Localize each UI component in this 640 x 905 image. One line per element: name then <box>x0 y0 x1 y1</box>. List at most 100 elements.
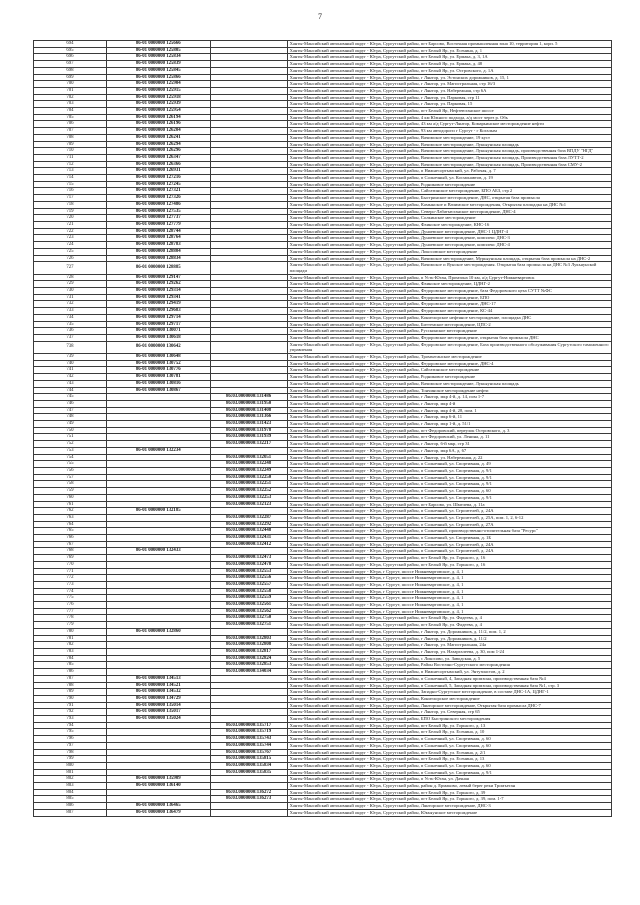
table-row: 766 86:03.0000000:132431 Ханты-Мансийский … <box>33 534 613 542</box>
code-secondary-cell <box>209 234 288 243</box>
address-cell: Ханты-Мансийский автономный округ - Югра… <box>286 247 613 256</box>
row-number-cell: 740 <box>33 359 107 368</box>
row-number-cell: 733 <box>33 307 107 315</box>
code-primary-cell <box>105 399 211 408</box>
code-secondary-cell <box>209 327 288 335</box>
address-cell: Ханты-Мансийский автономный округ - Югра… <box>286 775 613 784</box>
row-number-cell: 714 <box>33 174 107 182</box>
code-secondary-cell: 86:03.0000000:132448 <box>209 527 288 536</box>
row-number-cell: 708 <box>33 133 107 142</box>
address-cell: Ханты-Мансийский автономный округ - Югра… <box>286 153 613 162</box>
row-number-cell: 805 <box>33 795 107 804</box>
address-cell: Ханты-Мансийский автономный округ - Югра… <box>286 340 613 355</box>
code-primary-cell: 86-01 0000000 125915 <box>105 86 211 95</box>
address-cell: Ханты-Мансийский автономный округ - Югра… <box>286 808 613 817</box>
table-row: 703 86-01 0000000 125939 Ханты-Мансийский … <box>33 100 613 109</box>
table-row: 723 86-01 0000000 128764 Ханты-Мансийский … <box>33 234 613 243</box>
code-secondary-cell <box>209 127 288 135</box>
code-secondary-cell <box>209 153 288 162</box>
address-cell: Ханты-Мансийский автономный округ - Югра… <box>286 513 613 522</box>
table-row: 749 86:03.0000000:131423 Ханты-Мансийский … <box>33 420 613 428</box>
code-secondary-cell: 86:03.0000000:135744 <box>209 741 288 750</box>
row-number-cell: 798 <box>33 748 107 757</box>
table-row: 701 86-01 0000000 125915 Ханты-Мансийский … <box>33 86 613 95</box>
code-primary-cell: 86-01 0000000 129147 <box>105 273 211 282</box>
code-secondary-cell <box>209 180 288 189</box>
code-secondary-cell <box>209 379 288 388</box>
code-primary-cell: 86-01 0000000 136140 <box>105 782 211 790</box>
row-number-cell: 730 <box>33 287 107 295</box>
address-cell: Ханты-Мансийский автономный округ - Югра… <box>286 507 613 515</box>
row-number-cell: 702 <box>33 93 107 102</box>
row-number-cell: 800 <box>33 761 107 770</box>
row-number-cell: 731 <box>33 293 107 302</box>
address-cell: Ханты-Мансийский автономный округ - Югра… <box>286 802 613 810</box>
row-number-cell: 779 <box>33 621 107 629</box>
code-primary-cell: 86-01 0000000 126194 <box>105 113 211 122</box>
table-row: 772 86:03.0000000:132556 Ханты-Мансийский … <box>33 574 613 582</box>
code-secondary-cell: 86:03.0000000:132558 <box>209 587 288 596</box>
table-row: 697 86-01 0000000 125839 Ханты-Мансийский … <box>33 60 613 68</box>
table-row: 793 86-01 0000000 135024 Ханты-Мансийский … <box>33 715 613 723</box>
table-row: 709 86-01 0000000 126294 Ханты-Мансийский … <box>33 140 613 149</box>
code-primary-cell: 86-01 0000000 130648 <box>105 353 211 361</box>
row-number-cell: 723 <box>33 234 107 243</box>
row-number-cell: 732 <box>33 300 107 309</box>
code-primary-cell: 86-01 0000000 130867 <box>105 386 211 395</box>
table-row: 764 86:03.0000000:132292 Ханты-Мансийский … <box>33 520 613 529</box>
code-primary-cell: 86-01 0000000 125805 <box>105 46 211 55</box>
code-primary-cell <box>105 634 211 643</box>
code-secondary-cell <box>209 802 288 810</box>
code-secondary-cell <box>209 627 288 636</box>
table-row: 754 86:03.0000000:132051 Ханты-Мансийский … <box>33 453 613 462</box>
code-primary-cell: 86-01 0000000 128834 <box>105 254 211 263</box>
row-number-cell: 751 <box>33 433 107 442</box>
table-row: 786 86:03.0000000:134034 Ханты-Мансийский … <box>33 668 613 676</box>
address-cell: Ханты-Мансийский автономный округ - Югра… <box>286 433 613 442</box>
table-row: 774 86:03.0000000:132558 Ханты-Мансийский … <box>33 587 613 596</box>
address-cell: Ханты-Мансийский автономный округ - Югра… <box>286 580 613 589</box>
table-row: 784 86:03.0000000:132824 Ханты-Мансийский … <box>33 654 613 663</box>
table-row: 792 86-01 0000000 135017 Ханты-Мансийский … <box>33 708 613 716</box>
code-primary-cell <box>105 520 211 529</box>
table-row: 731 86-01 0000000 129341 Ханты-Мансийский … <box>33 293 613 302</box>
code-primary-cell <box>105 728 211 737</box>
table-row: 760 86:03.0000000:132253 Ханты-Мансийский … <box>33 493 613 502</box>
code-primary-cell <box>105 420 211 428</box>
code-primary-cell <box>105 601 211 609</box>
code-primary-cell: 86-01 0000000 127779 <box>105 221 211 229</box>
address-cell: Ханты-Мансийский автономный округ - Югра… <box>286 748 613 757</box>
code-primary-cell: 86-01 0000000 126204 <box>105 127 211 135</box>
code-primary-cell: 86-01 0000000 129314 <box>105 287 211 295</box>
table-row: 807 86-01 0000000 136479 Ханты-Мансийский … <box>33 808 613 817</box>
code-secondary-cell <box>209 200 288 209</box>
table-row: 802 86-01 0000000 135909 Ханты-Мансийский … <box>33 775 613 784</box>
row-number-cell: 760 <box>33 493 107 502</box>
table-row: 725 86-01 0000000 128804 Ханты-Мансийский … <box>33 247 613 256</box>
row-number-cell: 773 <box>33 580 107 589</box>
table-row: 788 86-01 0000000 134521 Ханты-Мансийский … <box>33 681 613 690</box>
table-row: 704 86-01 0000000 125954 Ханты-Мансийский … <box>33 107 613 115</box>
row-number-cell: 788 <box>33 681 107 690</box>
code-primary-cell: 86-01 0000000 125954 <box>105 107 211 115</box>
table-row: 706 86-01 0000000 126196 Ханты-Мансийский … <box>33 120 613 129</box>
code-secondary-cell: 86:03.0000000:132292 <box>209 520 288 529</box>
row-number-cell: 806 <box>33 802 107 810</box>
code-primary-cell: 86-01 0000000 128764 <box>105 234 211 243</box>
row-number-cell: 768 <box>33 547 107 556</box>
code-primary-cell <box>105 460 211 468</box>
code-secondary-cell: 86:03.0000000:131939 <box>209 433 288 442</box>
code-secondary-cell <box>209 313 288 322</box>
address-cell: Ханты-Мансийский автономный округ - Югра… <box>286 73 613 82</box>
row-number-cell: 792 <box>33 708 107 716</box>
address-cell: Ханты-Мансийский автономный округ - Югра… <box>286 254 613 263</box>
row-number-cell: 706 <box>33 120 107 129</box>
table-row: 711 86-01 0000000 126347 Ханты-Мансийский … <box>33 153 613 162</box>
code-secondary-cell: 86:03.0000000:132249 <box>209 467 288 475</box>
table-row: 751 86:03.0000000:131939 Ханты-Мансийский … <box>33 433 613 442</box>
code-primary-cell <box>105 574 211 582</box>
address-cell: Ханты-Мансийский автономный округ - Югра… <box>286 174 613 182</box>
code-primary-cell <box>105 614 211 623</box>
row-number-cell: 695 <box>33 46 107 55</box>
code-primary-cell: 86-01 0000000 135017 <box>105 708 211 716</box>
